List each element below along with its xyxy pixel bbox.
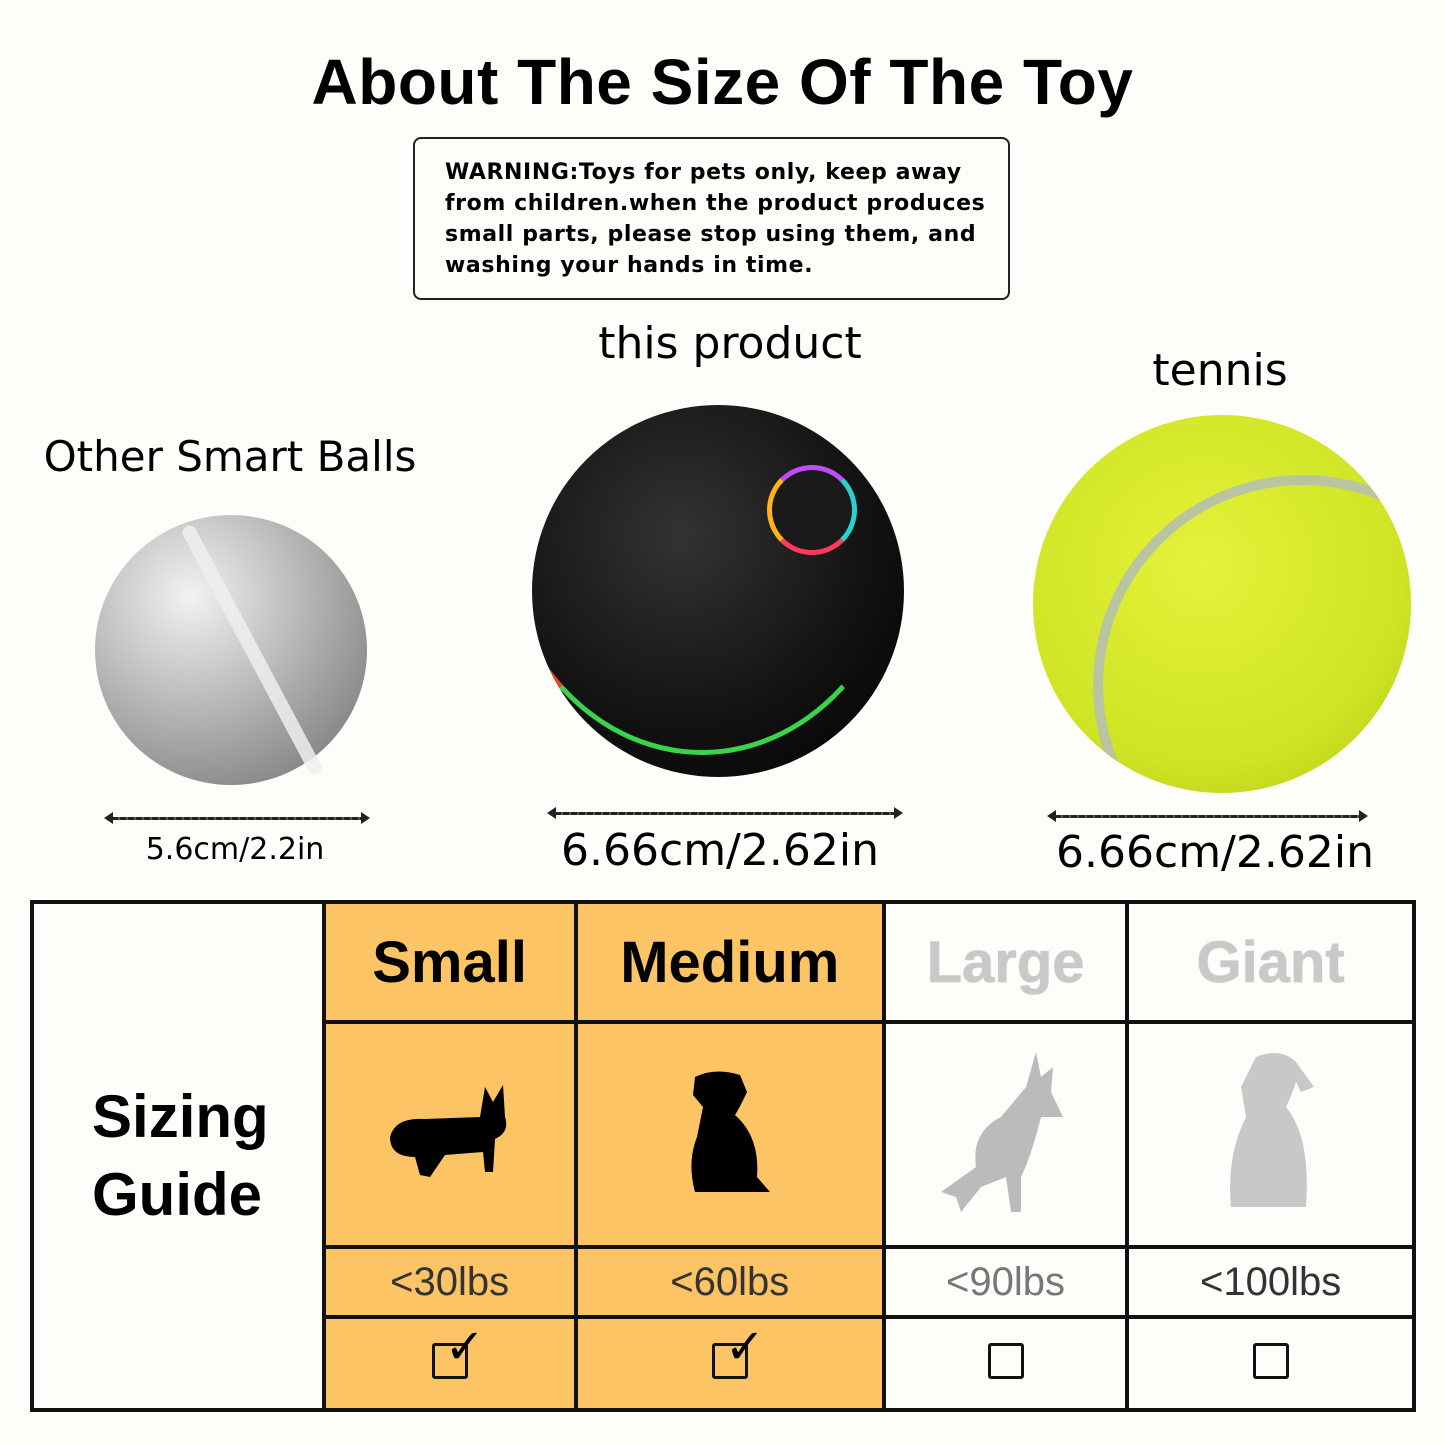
label-this-product: this product (598, 318, 862, 369)
checkbox-giant (1125, 1315, 1416, 1412)
large-dog-sitting-icon (1125, 1020, 1416, 1249)
header-small: Small (321, 900, 578, 1024)
weight-giant: <100lbs (1125, 1245, 1416, 1319)
checkbox-checked-icon: ✓ (711, 1324, 765, 1379)
header-giant: Giant (1125, 900, 1416, 1024)
product-ball-image (532, 405, 904, 777)
weight-large: <90lbs (881, 1245, 1130, 1319)
sizing-label-line2: Guide (92, 1161, 263, 1228)
label-tennis: tennis (1152, 345, 1288, 396)
weight-small: <30lbs (321, 1245, 578, 1319)
label-other-smart-balls: Other Smart Balls (43, 432, 417, 481)
size-arrow (1047, 810, 1368, 822)
size-other: 5.6cm/2.2in (145, 832, 325, 867)
size-tennis: 6.66cm/2.62in (1056, 827, 1374, 878)
checkbox-empty-icon (987, 1343, 1024, 1379)
size-product: 6.66cm/2.62in (561, 825, 879, 876)
checkbox-medium: ✓ (573, 1315, 886, 1412)
sizing-label-line1: Sizing (92, 1083, 269, 1150)
header-large: Large (881, 900, 1130, 1024)
checkbox-large (881, 1315, 1130, 1412)
size-arrow (547, 807, 903, 819)
shepherd-icon (881, 1020, 1130, 1249)
warning-box: WARNING:Toys for pets only, keep away fr… (413, 137, 1010, 300)
size-arrow (104, 812, 370, 824)
checkbox-small: ✓ (321, 1315, 578, 1412)
weight-medium: <60lbs (573, 1245, 886, 1319)
corgi-icon (321, 1020, 578, 1249)
puppy-sitting-icon (573, 1020, 886, 1249)
sizing-guide-label: Sizing Guide (30, 900, 326, 1412)
checkbox-checked-icon: ✓ (431, 1324, 485, 1379)
header-medium: Medium (573, 900, 886, 1024)
sizing-guide-table: Sizing Guide Small Medium Large Giant <3… (30, 900, 1416, 1412)
page-title: About The Size Of The Toy (311, 46, 1134, 118)
power-button-icon (767, 465, 857, 555)
tennis-ball-image (1033, 415, 1411, 793)
smart-ball-image (95, 515, 367, 785)
checkbox-empty-icon (1252, 1343, 1289, 1379)
